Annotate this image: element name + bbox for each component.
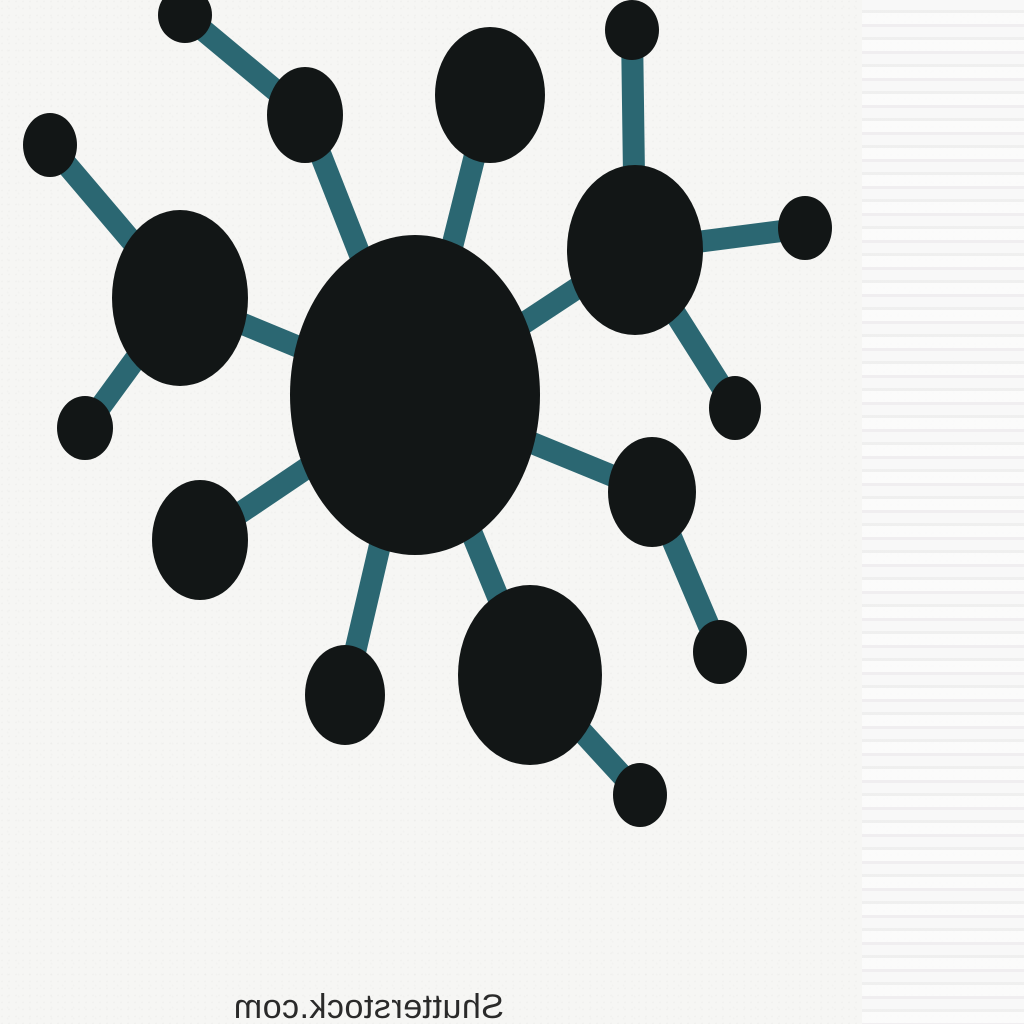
medium-node: [608, 437, 696, 547]
medium-node: [435, 27, 545, 163]
watermark: Shutterstock.com: [0, 988, 700, 1024]
medium-node: [152, 480, 248, 600]
medium-node: [305, 645, 385, 745]
medium-node: [267, 67, 343, 163]
large-node: [567, 165, 703, 335]
small-node: [605, 0, 659, 60]
small-node: [23, 113, 77, 177]
large-node: [112, 210, 248, 386]
watermark-text: Shutterstock.com: [233, 988, 504, 1024]
central-node: [290, 235, 540, 555]
nodes: [23, 0, 832, 827]
small-node: [693, 620, 747, 684]
large-node: [458, 585, 602, 765]
small-node: [778, 196, 832, 260]
small-node: [613, 763, 667, 827]
small-node: [57, 396, 113, 460]
small-node: [158, 0, 212, 43]
small-node: [709, 376, 761, 440]
edge-stripe-artifact: [862, 0, 1024, 1024]
